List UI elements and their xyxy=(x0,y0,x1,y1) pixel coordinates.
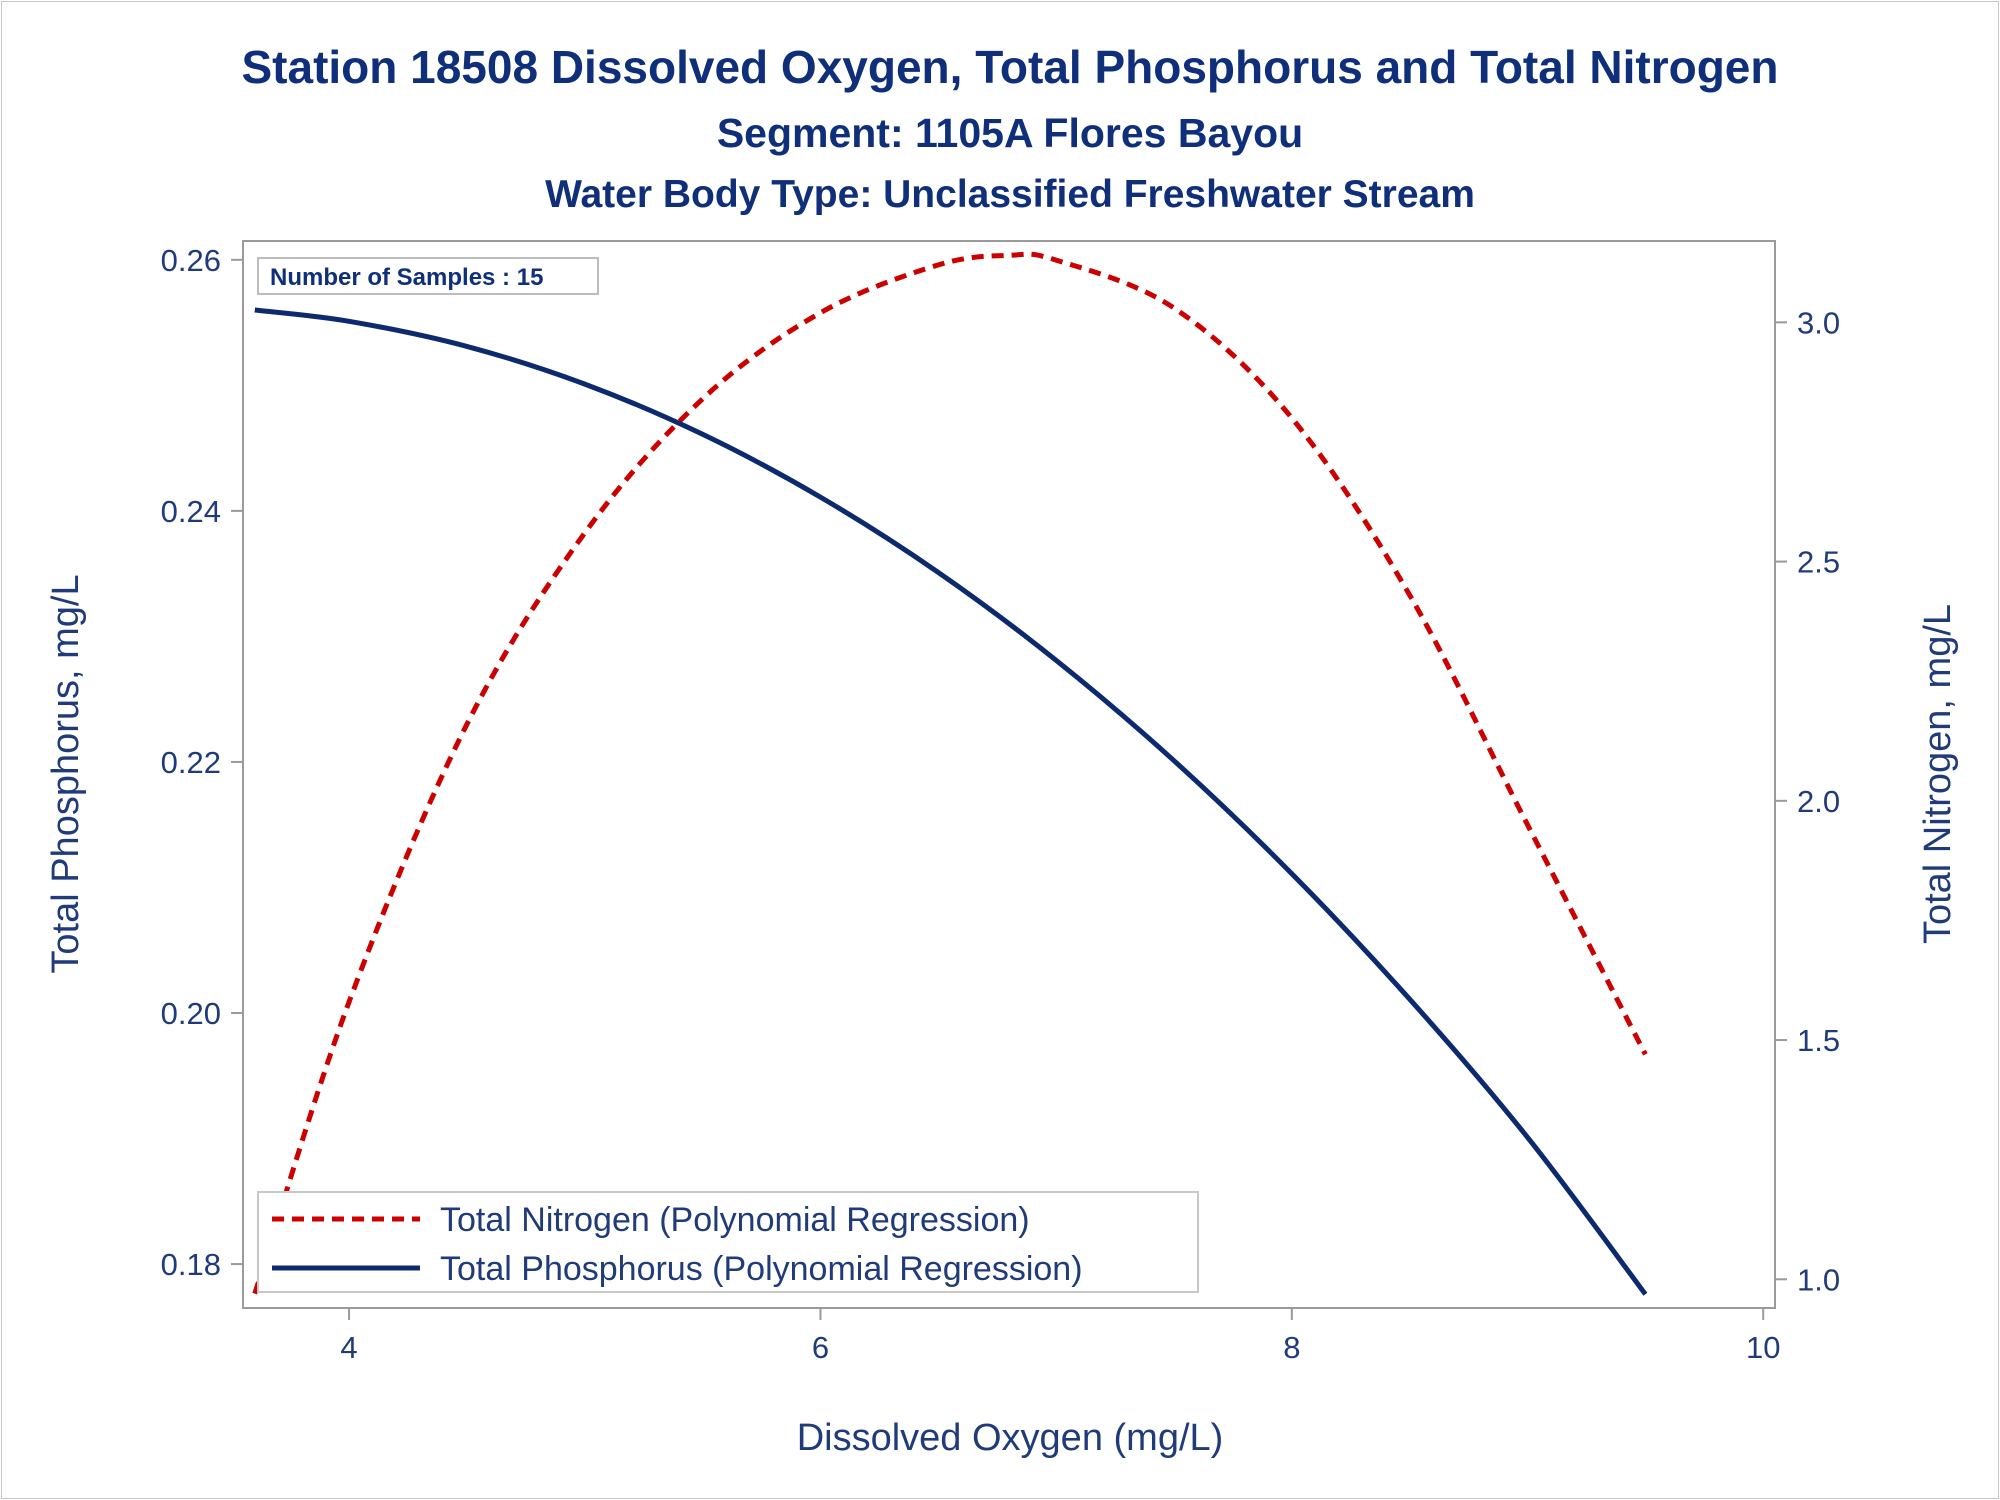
y-right-tick-label-0: 1.0 xyxy=(1797,1262,1840,1297)
x-tick-label-1: 6 xyxy=(812,1330,829,1365)
y-left-tick-label-0: 0.18 xyxy=(161,1247,221,1282)
sample-count-frame xyxy=(257,257,599,295)
chart-title: Station 18508 Dissolved Oxygen, Total Ph… xyxy=(241,41,1778,93)
y-right-tick-label-2: 2.0 xyxy=(1797,784,1840,819)
x-tick-label-3: 10 xyxy=(1746,1330,1780,1365)
series-line-phosphorus xyxy=(254,307,1648,1296)
y-right-tick-label-1: 1.5 xyxy=(1797,1023,1840,1058)
sample-count-label: Number of Samples : 15 xyxy=(270,264,543,291)
plot-area xyxy=(242,240,1776,1309)
series-layer xyxy=(252,251,1648,1296)
y-axis-label-left: Total Phosphorus, mg/L xyxy=(45,574,87,973)
y-axis-label-right: Total Nitrogen, mg/L xyxy=(1917,604,1959,944)
legend-label-phosphorus: Total Phosphorus (Polynomial Regression) xyxy=(440,1250,1083,1288)
x-axis-label: Dissolved Oxygen (mg/L) xyxy=(797,1417,1224,1459)
y-left-tick-label-1: 0.20 xyxy=(161,996,221,1031)
y-right-tick-label-3: 2.5 xyxy=(1797,545,1840,580)
sample-count-box: Number of Samples : 15 xyxy=(257,257,599,295)
chart-subtitle-2: Water Body Type: Unclassified Freshwater… xyxy=(545,173,1475,216)
x-tick-label-2: 8 xyxy=(1283,1330,1300,1365)
chart-subtitle: Segment: 1105A Flores Bayou xyxy=(717,110,1303,156)
legend-label-nitrogen: Total Nitrogen (Polynomial Regression) xyxy=(440,1201,1030,1239)
y-right-tick-label-4: 3.0 xyxy=(1797,305,1840,340)
axis-ticks: 4 6 8 10 0.18 0.20 0.22 0.24 0.26 1.0 1.5 2.0 2.5 3.0 xyxy=(161,243,1840,1365)
legend: Total Nitrogen (Polynomial Regression) T… xyxy=(257,1191,1199,1293)
legend-frame xyxy=(257,1191,1199,1293)
y-left-tick-label-4: 0.26 xyxy=(161,243,221,278)
series-line-nitrogen xyxy=(252,251,1648,1295)
y-left-tick-label-3: 0.24 xyxy=(161,494,221,529)
y-left-tick-label-2: 0.22 xyxy=(161,745,221,780)
x-tick-label-0: 4 xyxy=(340,1330,357,1365)
